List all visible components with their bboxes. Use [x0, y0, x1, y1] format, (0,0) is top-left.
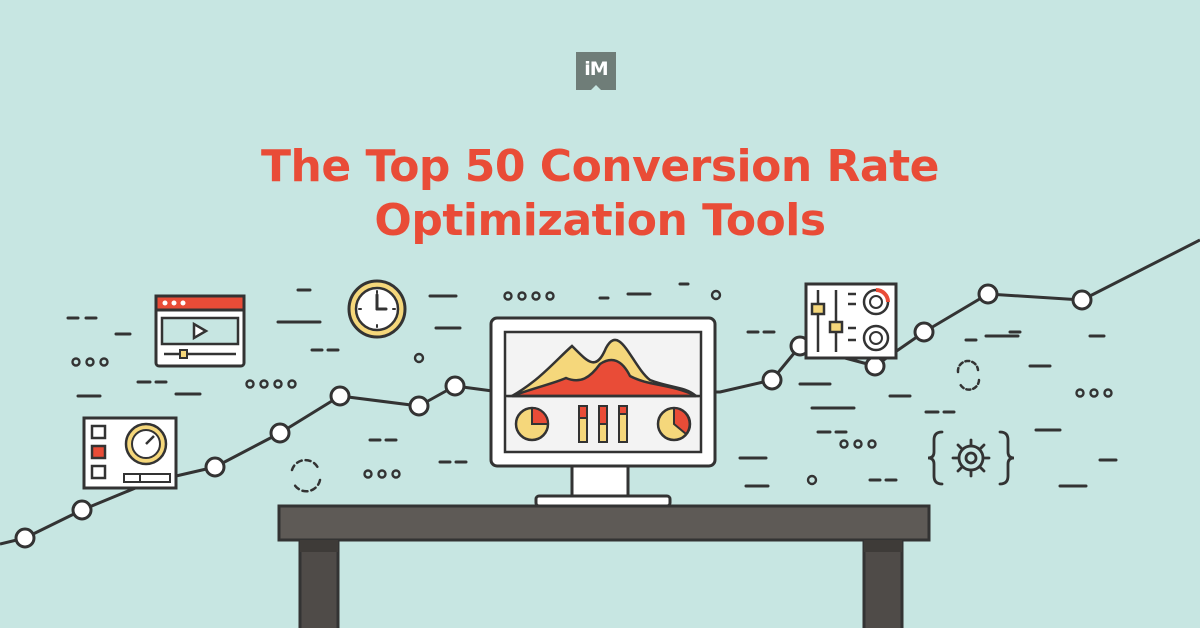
video-player-icon [154, 294, 246, 368]
mixer-panel-icon [804, 282, 898, 360]
gear-code-icon [927, 430, 1015, 486]
title-line-1: The Top 50 Conversion Rate [261, 141, 939, 192]
decorative-dots [71, 289, 1113, 486]
trend-points [14, 283, 1093, 549]
refresh-icon [290, 359, 981, 493]
title-line-2: Optimization Tools [374, 195, 826, 246]
brand-logo: iM [576, 52, 616, 91]
desk [277, 504, 931, 628]
clock-icon [347, 279, 407, 339]
speedometer-panel-icon [82, 416, 178, 490]
monitor-analytics-icon [489, 316, 717, 508]
logo-text: iM [584, 58, 608, 80]
decorative-dashes [66, 282, 1118, 488]
page-title: The Top 50 Conversion Rate Optimization … [0, 140, 1200, 248]
